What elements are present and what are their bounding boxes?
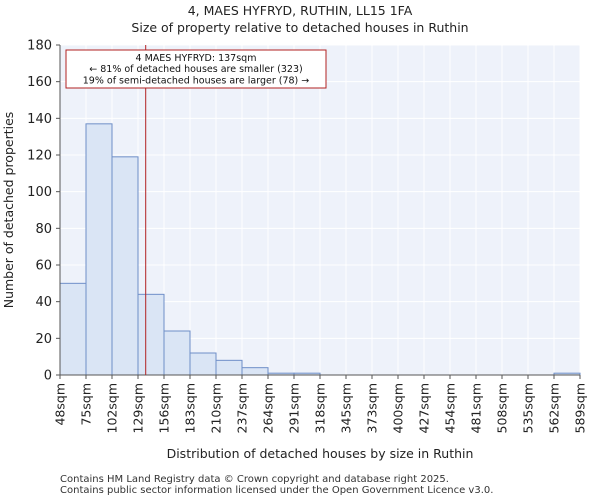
y-tick-label: 140 (27, 112, 52, 127)
x-tick-label: 589sqm (573, 383, 588, 433)
histogram-bar (59, 282, 87, 376)
y-tick-label: 100 (27, 185, 52, 200)
x-tick-label: 183sqm (183, 383, 198, 433)
x-tick-label: 291sqm (287, 383, 302, 433)
x-tick-label: 535sqm (521, 383, 536, 433)
y-tick-label: 120 (27, 149, 52, 164)
chart-title: 4, MAES HYFRYD, RUTHIN, LL15 1FA (187, 3, 413, 18)
x-tick-label: 75sqm (79, 383, 94, 426)
x-axis-title: Distribution of detached houses by size … (167, 446, 474, 461)
x-tick-label: 400sqm (391, 383, 406, 433)
x-tick-label: 318sqm (313, 383, 328, 433)
x-tick-label: 129sqm (131, 383, 146, 433)
x-tick-label: 508sqm (495, 383, 510, 433)
x-tick-label: 48sqm (53, 383, 68, 426)
annotation-line: 19% of semi-detached houses are larger (… (83, 75, 310, 86)
annotation-line: 4 MAES HYFRYD: 137sqm (136, 53, 257, 64)
x-tick-label: 481sqm (469, 383, 484, 433)
histogram-bar (215, 359, 243, 376)
y-tick-label: 80 (35, 222, 52, 237)
x-tick-label: 210sqm (209, 383, 224, 433)
y-tick-label: 20 (35, 332, 52, 347)
histogram-bar (111, 156, 139, 376)
x-tick-label: 427sqm (417, 383, 432, 433)
x-tick-label: 102sqm (105, 383, 120, 433)
y-tick-label: 40 (35, 295, 52, 310)
histogram-bar (189, 352, 217, 376)
x-tick-label: 237sqm (235, 383, 250, 433)
x-tick-label: 345sqm (339, 383, 354, 433)
annotation-box (65, 49, 327, 89)
x-tick-label: 156sqm (157, 383, 172, 433)
footer-attribution-2: Contains public sector information licen… (60, 485, 494, 496)
histogram-bar (85, 123, 113, 376)
x-tick-label: 454sqm (443, 383, 458, 433)
y-tick-label: 180 (27, 39, 52, 54)
x-tick-label: 264sqm (261, 383, 276, 433)
y-tick-label: 0 (44, 369, 52, 384)
x-tick-label: 373sqm (365, 383, 380, 433)
chart-subtitle: Size of property relative to detached ho… (131, 20, 469, 35)
x-tick-label: 562sqm (547, 383, 562, 433)
y-tick-label: 160 (27, 75, 52, 90)
y-axis-title: Number of detached properties (1, 112, 16, 309)
annotation-line: ← 81% of detached houses are smaller (32… (89, 64, 302, 75)
y-tick-label: 60 (35, 259, 52, 274)
footer-attribution-1: Contains HM Land Registry data © Crown c… (60, 474, 449, 485)
histogram-bar (137, 293, 165, 376)
histogram-bar (241, 367, 269, 376)
histogram-bar (163, 330, 191, 376)
